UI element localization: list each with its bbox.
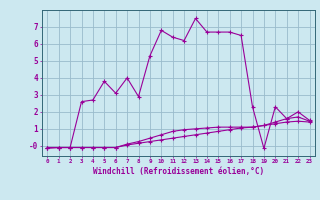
- X-axis label: Windchill (Refroidissement éolien,°C): Windchill (Refroidissement éolien,°C): [93, 167, 264, 176]
